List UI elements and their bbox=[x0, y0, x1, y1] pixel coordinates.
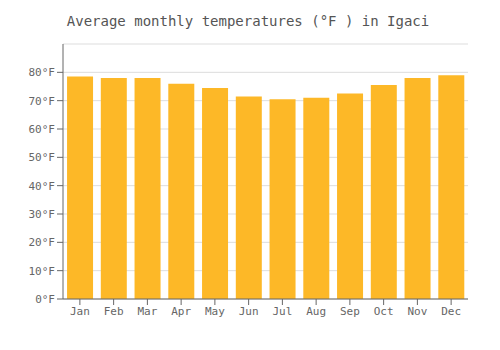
svg-text:Aug: Aug bbox=[306, 305, 326, 318]
svg-text:Jun: Jun bbox=[239, 305, 259, 318]
svg-text:Feb: Feb bbox=[104, 305, 124, 318]
svg-text:Nov: Nov bbox=[407, 305, 427, 318]
html-text:Average monthly temperatures (: Average monthly temperatures (°F ) in Ig… bbox=[66, 13, 430, 29]
svg-text:30°F: 30°F bbox=[29, 208, 56, 221]
svg-text:Jul: Jul bbox=[272, 305, 292, 318]
svg-text:Dec: Dec bbox=[441, 305, 461, 318]
svg-text:0°F: 0°F bbox=[35, 293, 55, 306]
svg-text:80°F: 80°F bbox=[29, 66, 56, 79]
svg-text:Jan: Jan bbox=[70, 305, 90, 318]
svg-text:40°F: 40°F bbox=[29, 180, 56, 193]
svg-text:Sep: Sep bbox=[340, 305, 360, 318]
svg-text:Apr: Apr bbox=[171, 305, 191, 318]
svg-text:10°F: 10°F bbox=[29, 265, 56, 278]
svg-text:Mar: Mar bbox=[137, 305, 157, 318]
svg-text:60°F: 60°F bbox=[29, 123, 56, 136]
svg-text:50°F: 50°F bbox=[29, 151, 56, 164]
svg-text:Oct: Oct bbox=[374, 305, 394, 318]
svg-text:70°F: 70°F bbox=[29, 95, 56, 108]
svg-text:20°F: 20°F bbox=[29, 236, 56, 249]
svg-text:May: May bbox=[205, 305, 225, 318]
